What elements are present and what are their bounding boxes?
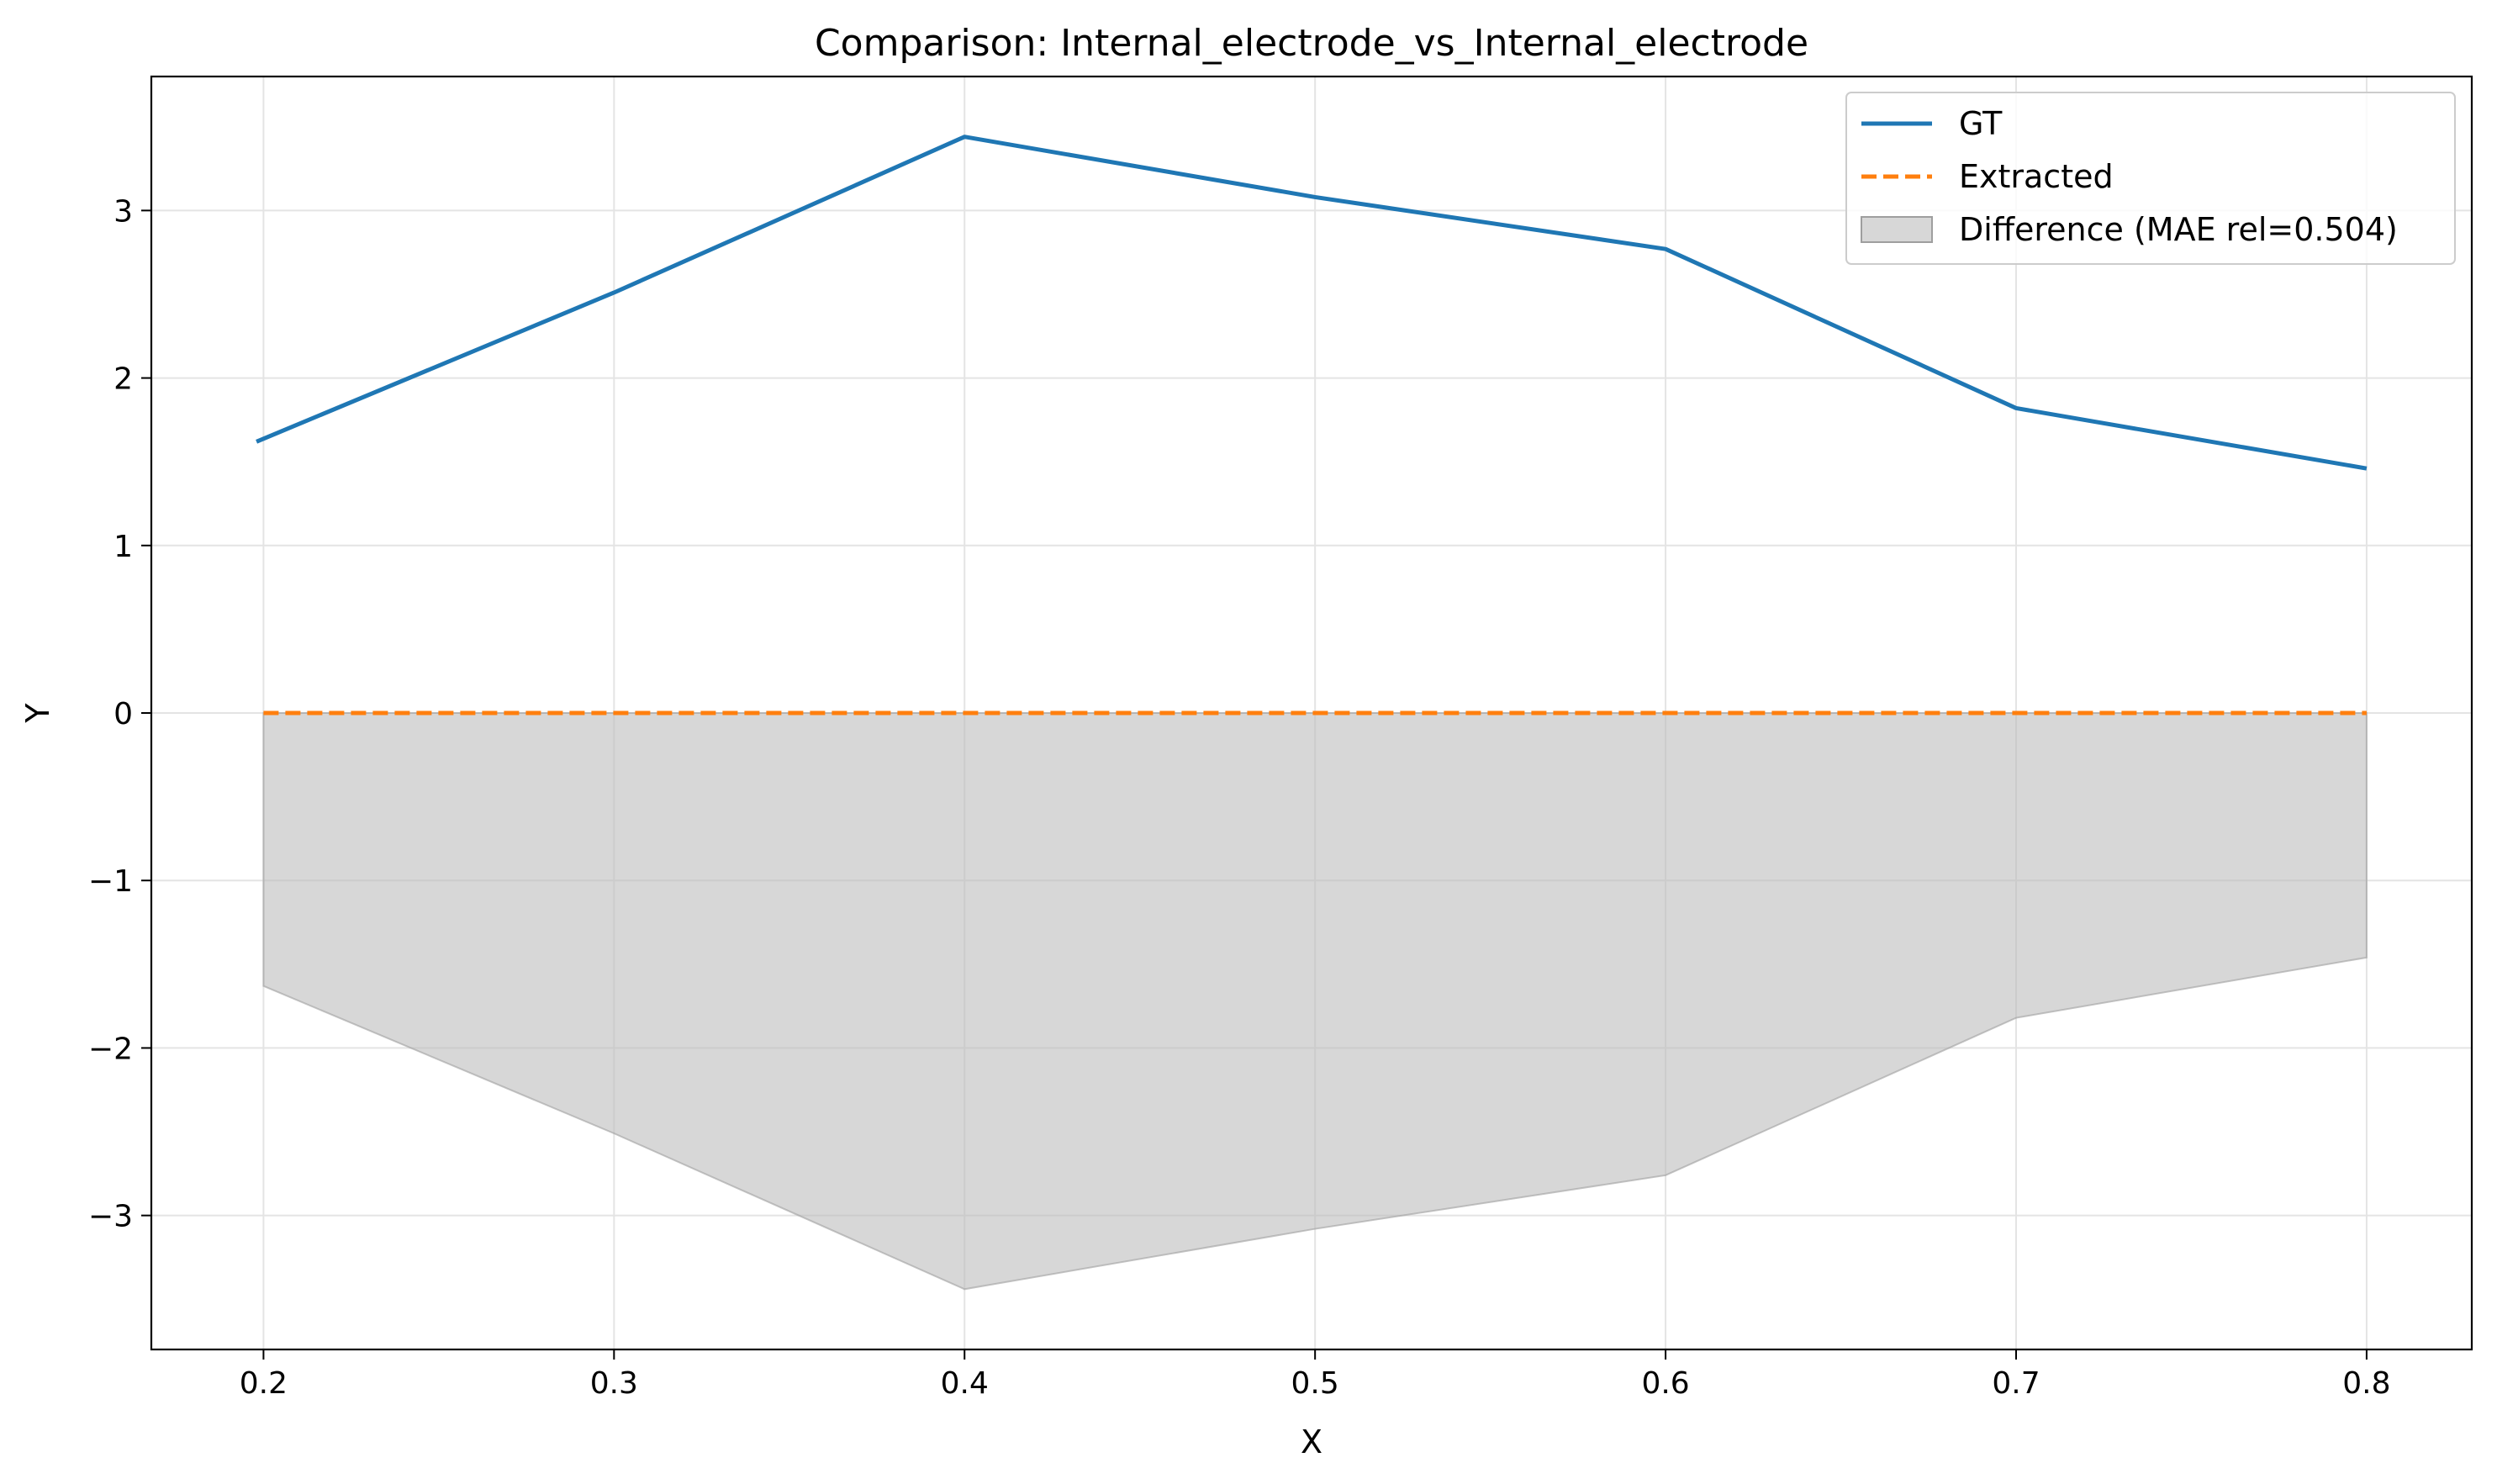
x-tick-label: 0.8 [2342,1366,2390,1401]
ticks: 0.2 0.3 0.4 0.5 0.6 0.7 0.8 −3 −2 −1 0 1 2 3 [88,194,2391,1401]
legend: GT Extracted Difference (MAE rel=0.504) [1845,92,2456,265]
y-axis-label: Y [19,703,56,724]
y-tick-label: 1 [114,530,133,564]
x-tick-label: 0.6 [1641,1366,1689,1401]
legend-box [1845,92,2456,265]
y-tick-label: −3 [88,1200,133,1234]
x-tick-label: 0.4 [941,1366,989,1401]
y-tick-label: 2 [114,362,133,397]
x-axis-label: X [1301,1423,1322,1460]
x-tick-label: 0.3 [590,1366,638,1401]
legend-difference-swatch [1861,216,1933,243]
x-tick-label: 0.5 [1291,1366,1339,1401]
y-tick-label: 0 [114,697,133,731]
legend-extracted-label: Extracted [1959,158,2114,195]
chart-title: Comparison: Internal_electrode_vs_Intern… [815,22,1808,65]
x-tick-label: 0.7 [1992,1366,2040,1401]
y-tick-label: −1 [88,864,133,899]
series-line-gt [256,135,2368,471]
legend-difference-label: Difference (MAE rel=0.504) [1959,211,2398,248]
legend-gt-label: GT [1959,105,2003,142]
y-tick-label: −2 [88,1032,133,1066]
x-tick-label: 0.2 [240,1366,288,1401]
y-tick-label: 3 [114,194,133,229]
series-layer [256,135,2368,716]
